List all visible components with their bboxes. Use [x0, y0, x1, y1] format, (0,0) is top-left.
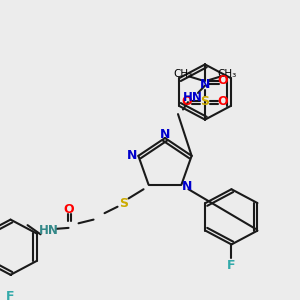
Text: HN: HN	[183, 91, 203, 104]
Text: CH₃: CH₃	[173, 69, 193, 79]
Text: O: O	[218, 74, 228, 88]
Text: N: N	[182, 180, 193, 193]
Text: O: O	[218, 95, 228, 108]
Text: CH₃: CH₃	[218, 69, 237, 79]
Text: F: F	[227, 259, 236, 272]
Text: O: O	[63, 203, 74, 216]
Text: N: N	[160, 128, 170, 141]
Text: O: O	[182, 95, 192, 108]
Text: HN: HN	[39, 224, 58, 237]
Text: S: S	[119, 196, 128, 209]
Text: F: F	[6, 290, 15, 300]
Text: S: S	[200, 95, 209, 108]
Text: N: N	[200, 78, 210, 91]
Text: N: N	[127, 149, 138, 162]
